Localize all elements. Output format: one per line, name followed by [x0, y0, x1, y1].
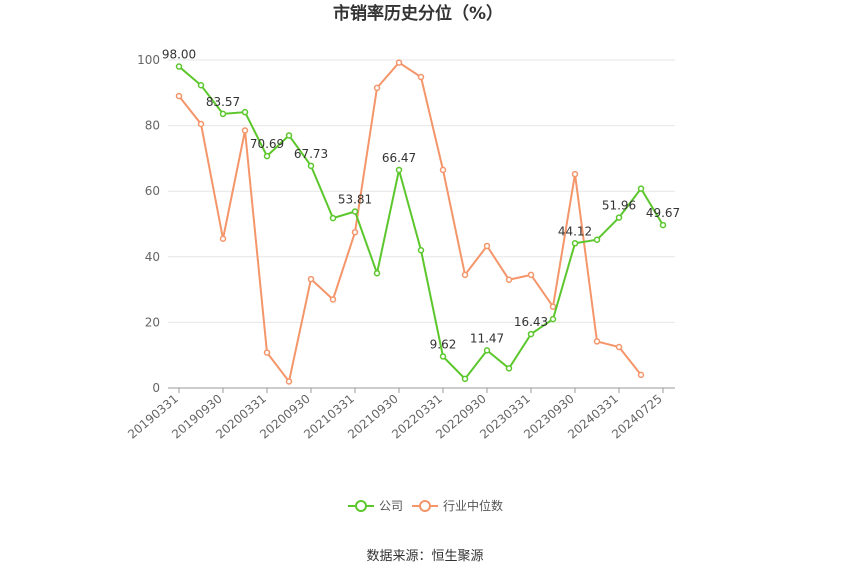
data-point-company	[395, 166, 403, 174]
data-label: 67.73	[294, 147, 328, 161]
data-point-industry	[615, 343, 623, 351]
data-label: 83.57	[206, 95, 240, 109]
data-point-company	[439, 353, 447, 360]
data-point-company	[593, 236, 601, 243]
data-point-company	[483, 347, 491, 354]
data-label: 51.96	[602, 199, 636, 213]
data-point-company	[417, 246, 425, 254]
data-point-company	[219, 110, 227, 118]
data-label: 98.00	[162, 48, 196, 62]
data-point-industry	[549, 303, 557, 310]
data-point-industry	[219, 235, 227, 243]
y-tick-label: 60	[145, 184, 160, 198]
data-label: 66.47	[382, 151, 416, 165]
legend-label-company: 公司	[379, 499, 403, 513]
data-point-industry	[197, 120, 205, 128]
data-point-company	[461, 375, 469, 383]
data-point-company	[549, 315, 557, 323]
data-point-industry	[373, 84, 381, 92]
data-label: 44.12	[558, 224, 592, 238]
data-point-company	[637, 185, 645, 192]
data-point-industry	[527, 271, 535, 279]
data-point-company	[571, 240, 579, 247]
data-point-industry	[395, 59, 403, 66]
data-point-company	[307, 162, 315, 170]
data-point-industry	[461, 271, 469, 279]
data-point-company	[263, 152, 271, 160]
y-tick-label: 80	[145, 119, 160, 133]
data-point-industry	[351, 228, 359, 236]
data-point-industry	[307, 275, 315, 283]
data-label: 9.62	[430, 337, 457, 351]
source-note: 数据来源：恒生聚源	[366, 549, 483, 564]
y-tick-label: 100	[137, 53, 160, 67]
data-point-industry	[571, 170, 579, 178]
data-label: 53.81	[338, 193, 372, 207]
data-label: 16.43	[514, 315, 548, 329]
legend-marker-company	[355, 500, 367, 512]
chart-title: 市销率历史分位（%）	[333, 3, 503, 24]
data-label: 70.69	[250, 137, 284, 151]
data-point-industry	[241, 127, 249, 134]
data-point-company	[285, 132, 293, 139]
data-labels: 98.00 83.57 70.69 67.73 53.81 66.47 9.62 11.47 1…	[162, 48, 680, 352]
series-layer	[175, 59, 667, 385]
data-point-company	[351, 208, 359, 215]
legend-marker-industry	[419, 500, 431, 512]
legend-item-company[interactable]: 公司	[348, 499, 403, 513]
data-point-industry	[439, 166, 447, 174]
y-tick-label: 40	[145, 250, 160, 264]
data-point-company	[241, 108, 249, 116]
data-point-industry	[417, 73, 425, 81]
grid	[168, 59, 675, 323]
data-point-company	[373, 269, 381, 277]
data-label: 49.67	[646, 206, 680, 220]
data-point-company	[175, 63, 183, 70]
data-point-industry	[263, 349, 271, 356]
data-point-industry	[285, 378, 293, 385]
series-line-company	[178, 65, 664, 381]
data-point-industry	[175, 92, 183, 100]
data-point-company	[527, 330, 535, 338]
data-label: 11.47	[470, 331, 504, 345]
series-line-industry	[178, 61, 642, 384]
data-point-industry	[483, 242, 491, 250]
data-point-industry	[593, 338, 601, 345]
y-axis: 0 20 40 60 80 100	[137, 53, 160, 395]
data-point-company	[505, 365, 513, 372]
legend-item-industry[interactable]: 行业中位数	[412, 498, 503, 513]
data-point-industry	[637, 371, 645, 379]
data-point-industry	[329, 296, 337, 303]
data-point-company	[615, 214, 623, 221]
y-tick-label: 20	[145, 315, 160, 329]
data-point-company	[329, 214, 337, 222]
x-axis: 2019033120190930202003312020093020210331…	[125, 387, 675, 442]
y-tick-label: 0	[152, 381, 160, 395]
data-point-company	[659, 221, 667, 229]
legend-label-industry: 行业中位数	[443, 498, 503, 513]
data-point-industry	[505, 276, 513, 284]
legend[interactable]: 公司 行业中位数	[348, 498, 503, 513]
data-point-company	[197, 82, 205, 89]
